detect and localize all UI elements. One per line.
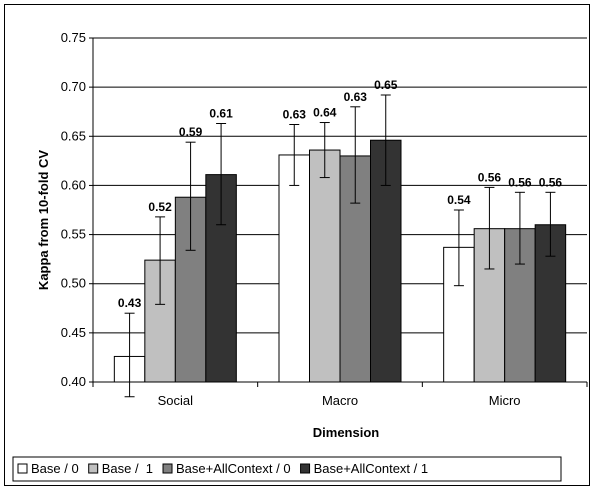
- y-tick-label: 0.70: [61, 79, 86, 94]
- legend-swatch: [17, 463, 28, 474]
- y-tick-label: 0.50: [61, 276, 86, 291]
- data-label: 0.56: [478, 170, 502, 184]
- chart-frame: 0.43 0.52 0.59 0.61 0.63 0.64 0.63 0.65 0.54 0.56…: [4, 4, 590, 486]
- legend: Base / 0 Base / 1 Base+AllContext / 0 Base+…: [12, 456, 562, 482]
- legend-entry-label: Base / 1: [102, 461, 153, 476]
- bar: [278, 154, 310, 383]
- data-labels: 0.43 0.52 0.59 0.61 0.63 0.64 0.63 0.65 0.54 0.56…: [118, 78, 563, 310]
- data-label: 0.56: [539, 175, 563, 189]
- data-label: 0.54: [447, 193, 471, 207]
- legend-entry-label: Base+AllContext / 1: [314, 461, 429, 476]
- x-tick-label: Social: [158, 393, 194, 408]
- data-label: 0.63: [344, 90, 368, 104]
- axes: [89, 37, 588, 387]
- y-tick-label: 0.55: [61, 227, 86, 242]
- y-axis-title: Kappa from 10-fold CV: [36, 150, 51, 290]
- legend-swatch: [162, 463, 173, 474]
- legend-swatch: [300, 463, 311, 474]
- bar: [309, 149, 341, 383]
- legend-entry-label: Base+AllContext / 0: [176, 461, 291, 476]
- x-axis-title: Dimension: [313, 425, 380, 440]
- y-tick-label: 0.45: [61, 325, 86, 340]
- y-tick-label: 0.60: [61, 177, 86, 192]
- data-label: 0.64: [313, 106, 337, 120]
- x-tick-label: Micro: [489, 393, 521, 408]
- data-label: 0.56: [508, 175, 532, 189]
- data-label: 0.43: [118, 296, 142, 310]
- y-tick-label: 0.65: [61, 128, 86, 143]
- y-tick-label: 0.75: [61, 30, 86, 45]
- legend-entry-label: Base / 0: [31, 461, 79, 476]
- y-tick-label: 0.40: [61, 374, 86, 389]
- legend-box: [12, 456, 562, 482]
- x-tick-label: Macro: [322, 393, 358, 408]
- bar: [370, 139, 402, 383]
- data-label: 0.65: [374, 78, 398, 92]
- error-bars: [124, 94, 556, 398]
- data-label: 0.61: [209, 107, 233, 121]
- tick-labels: 0.40 0.45 0.50 0.55 0.60 0.65 0.70 0.75 Social Ma…: [61, 30, 521, 408]
- data-label: 0.52: [148, 200, 172, 214]
- data-label: 0.63: [283, 107, 307, 121]
- legend-swatch: [88, 463, 99, 474]
- data-label: 0.59: [179, 125, 203, 139]
- bar-chart: 0.43 0.52 0.59 0.61 0.63 0.64 0.63 0.65 0.54 0.56…: [12, 30, 588, 482]
